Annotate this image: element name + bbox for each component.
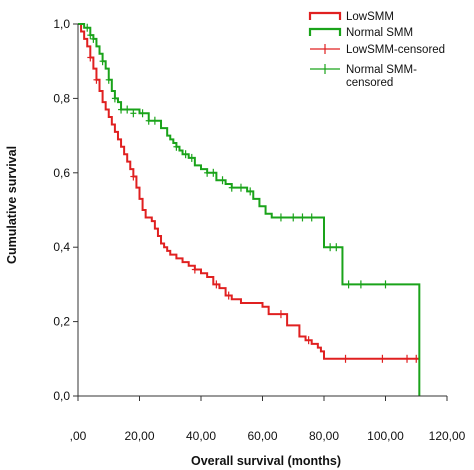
censor-mark bbox=[277, 310, 284, 319]
censor-mark bbox=[247, 187, 254, 196]
censor-mark bbox=[404, 354, 411, 363]
y-axis-label: Cumulative survival bbox=[5, 146, 19, 264]
censor-mark bbox=[213, 280, 220, 289]
censor-mark bbox=[99, 57, 106, 66]
censor-mark bbox=[308, 213, 315, 222]
censor-mark bbox=[225, 291, 232, 300]
censor-mark bbox=[204, 168, 211, 177]
y-tick-label: 0,2 bbox=[53, 315, 70, 329]
x-tick-label: 20,00 bbox=[124, 429, 154, 443]
y-tick-label: 0,8 bbox=[53, 91, 70, 105]
legend-item: LowSMM-censored bbox=[310, 44, 445, 56]
legend-label: Normal SMM bbox=[346, 27, 413, 39]
censor-mark bbox=[87, 31, 94, 40]
x-tick-label: 120,00 bbox=[429, 429, 466, 443]
legend-item: Normal SMM-censored bbox=[310, 64, 417, 89]
censor-mark bbox=[151, 116, 158, 125]
axes: 0,0 0,2 0,4 0,6 0,8 1,0 ,00 20,00 40,00 60,00 80,0… bbox=[53, 17, 465, 443]
censor-mark bbox=[290, 213, 297, 222]
x-axis-label: Overall survival (months) bbox=[191, 454, 341, 468]
censor-mark bbox=[345, 280, 352, 289]
legend-item: Normal SMM bbox=[308, 27, 413, 39]
x-tick-label: 100,00 bbox=[367, 429, 404, 443]
legend: LowSMM Normal SMM LowSMM-censored Normal SM… bbox=[308, 11, 445, 89]
x-tick-label: 60,00 bbox=[247, 429, 277, 443]
censor-mark bbox=[382, 280, 389, 289]
y-tick-label: 0,4 bbox=[53, 240, 70, 254]
x-tick-label: 40,00 bbox=[186, 429, 216, 443]
censor-mark bbox=[305, 336, 312, 345]
legend-label: Normal SMM-censored bbox=[346, 64, 417, 89]
censor-mark bbox=[357, 280, 364, 289]
y-tick-label: 0,6 bbox=[53, 166, 70, 180]
censor-mark bbox=[299, 213, 306, 222]
censor-mark bbox=[124, 105, 131, 114]
censor-mark bbox=[130, 109, 137, 118]
legend-label: LowSMM-censored bbox=[346, 44, 445, 56]
y-tick-label: 0,0 bbox=[53, 389, 70, 403]
censor-mark bbox=[130, 172, 137, 181]
censor-mark bbox=[173, 142, 180, 151]
censor-mark bbox=[188, 153, 195, 162]
censor-mark bbox=[327, 243, 334, 252]
x-tick-label: 80,00 bbox=[309, 429, 339, 443]
series-line-low-smm bbox=[78, 23, 420, 360]
legend-swatch bbox=[308, 27, 342, 36]
censor-mark bbox=[333, 243, 340, 252]
survival-curves bbox=[78, 23, 421, 396]
censor-mark bbox=[237, 183, 244, 192]
censor-mark bbox=[228, 183, 235, 192]
censor-mark bbox=[105, 75, 112, 84]
legend-item: LowSMM bbox=[308, 11, 394, 23]
censor-mark bbox=[145, 116, 152, 125]
censor-mark bbox=[182, 150, 189, 159]
censor-mark bbox=[210, 168, 217, 177]
censor-mark bbox=[139, 109, 146, 118]
x-tick-label: ,00 bbox=[70, 429, 87, 443]
censor-mark bbox=[90, 34, 97, 43]
censor-mark bbox=[118, 105, 125, 114]
censor-mark bbox=[191, 265, 198, 274]
censor-mark bbox=[277, 213, 284, 222]
censor-mark bbox=[413, 354, 420, 363]
legend-swatch bbox=[308, 11, 342, 20]
censor-mark bbox=[379, 354, 386, 363]
censor-mark bbox=[342, 354, 349, 363]
y-tick-label: 1,0 bbox=[53, 17, 70, 31]
legend-label: LowSMM bbox=[346, 11, 394, 23]
censor-mark bbox=[219, 176, 226, 185]
censor-mark bbox=[84, 23, 91, 32]
censor-mark bbox=[93, 75, 100, 84]
censor-mark bbox=[87, 53, 94, 62]
censor-mark bbox=[111, 94, 118, 103]
